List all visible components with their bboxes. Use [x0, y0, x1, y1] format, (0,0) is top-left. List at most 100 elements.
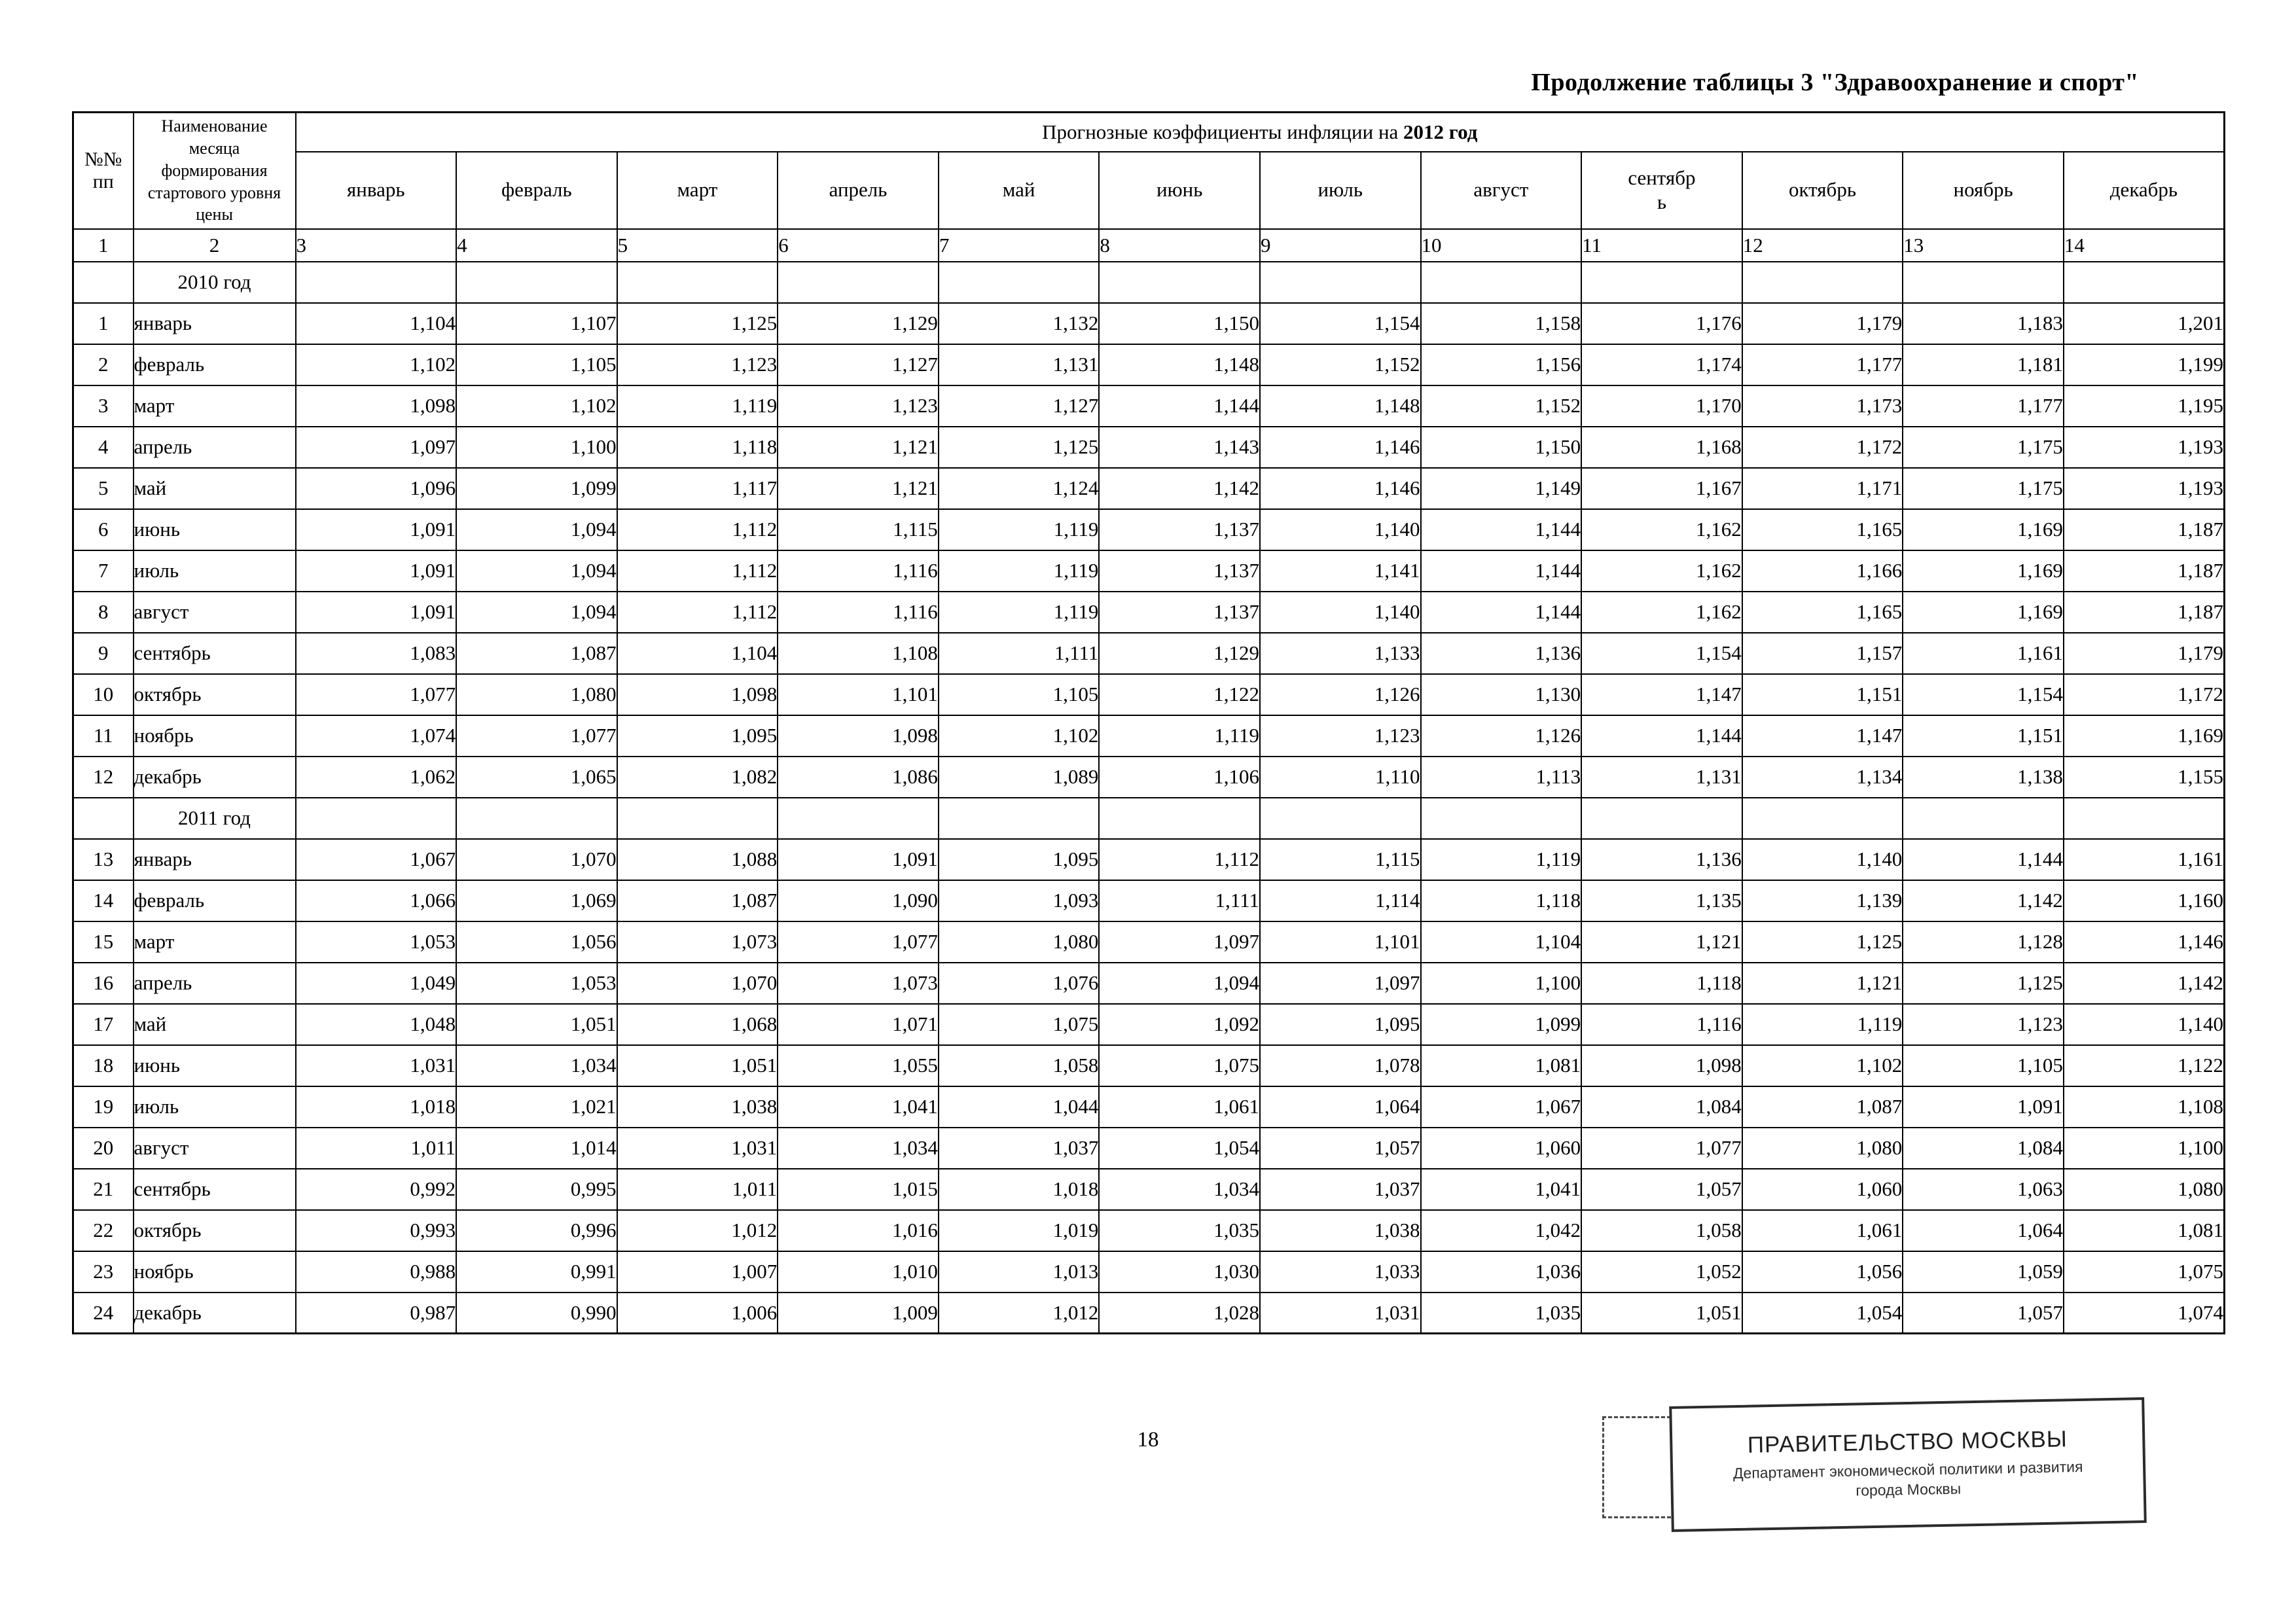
coefficient-value: 1,121 [1581, 920, 1743, 963]
table-row: 11 ноябрь 1,074 1,077 1,095 1,098 1,102 1,119 1,… [72, 714, 2225, 757]
coefficient-value: 1,007 [616, 1250, 779, 1293]
coefficient-value: 1,081 [2062, 1209, 2225, 1252]
coefficient-value: 1,169 [2062, 714, 2225, 757]
inflation-table: №№ пп Наименование месяца формирования с… [72, 111, 2225, 1334]
table-row: 21 сентябрь 0,992 0,995 1,011 1,015 1,018 1,034… [72, 1168, 2225, 1211]
row-number: 23 [72, 1250, 134, 1293]
coefficient-value: 1,150 [1420, 425, 1583, 469]
table-row: 17 май 1,048 1,051 1,068 1,071 1,075 1,092 1,095… [72, 1003, 2225, 1046]
coefficient-value: 1,068 [616, 1003, 779, 1046]
month-name: ноябрь [132, 1250, 296, 1293]
coefficient-value: 1,118 [616, 425, 779, 469]
month-name: декабрь [132, 1291, 296, 1334]
coefficient-value: 1,037 [937, 1126, 1100, 1169]
coefficient-value: 1,112 [616, 590, 779, 633]
table-row: 19 июль 1,018 1,021 1,038 1,041 1,044 1,061 1,06… [72, 1085, 2225, 1128]
column-number-4: 4 [456, 228, 618, 262]
row-number: 22 [72, 1209, 134, 1252]
header-col-month-name: Наименование месяца формирования стартов… [132, 111, 296, 230]
empty-cell [456, 260, 618, 304]
coefficient-value: 1,105 [937, 673, 1100, 716]
coefficient-value: 1,125 [616, 302, 779, 345]
coefficient-value: 1,077 [1581, 1126, 1743, 1169]
coefficient-value: 1,142 [2062, 961, 2225, 1005]
coefficient-value: 1,139 [1741, 879, 1904, 922]
coefficient-value: 1,175 [1902, 425, 2064, 469]
coefficient-value: 1,048 [295, 1003, 457, 1046]
month-name: декабрь [132, 755, 296, 798]
table-row: 3 март 1,098 1,102 1,119 1,123 1,127 1,144 1,148… [72, 384, 2225, 427]
row-number: 18 [72, 1044, 134, 1087]
table-row: 23 ноябрь 0,988 0,991 1,007 1,010 1,013 1,030 1,… [72, 1250, 2225, 1293]
coefficient-value: 1,157 [1741, 632, 1904, 675]
empty-cell [295, 796, 457, 840]
row-number: 17 [72, 1003, 134, 1046]
header-month-2: февраль [456, 151, 618, 230]
coefficient-value: 1,091 [295, 590, 457, 633]
table-row: 7 июль 1,091 1,094 1,112 1,116 1,119 1,137 1,141… [72, 549, 2225, 592]
coefficient-value: 1,092 [1098, 1003, 1261, 1046]
coefficient-value: 1,104 [616, 632, 779, 675]
coefficient-value: 1,083 [295, 632, 457, 675]
table-body: 2010 год 1 январь 1,104 1,107 1,125 1,129 1,132… [72, 260, 2225, 1334]
coefficient-value: 1,124 [937, 467, 1100, 510]
coefficient-value: 1,118 [1581, 961, 1743, 1005]
coefficient-value: 1,012 [616, 1209, 779, 1252]
coefficient-value: 1,077 [456, 714, 618, 757]
month-name: август [132, 1126, 296, 1169]
coefficient-value: 1,059 [1902, 1250, 2064, 1293]
coefficient-value: 1,177 [1741, 343, 1904, 386]
coefficient-value: 1,094 [1098, 961, 1261, 1005]
coefficient-value: 1,080 [1741, 1126, 1904, 1169]
empty-cell [777, 260, 939, 304]
coefficient-value: 1,131 [937, 343, 1100, 386]
month-name: май [132, 1003, 296, 1046]
coefficient-value: 1,125 [1741, 920, 1904, 963]
coefficient-value: 1,129 [777, 302, 939, 345]
table-row: 15 март 1,053 1,056 1,073 1,077 1,080 1,097 1,10… [72, 920, 2225, 963]
coefficient-value: 1,097 [1259, 961, 1422, 1005]
coefficient-value: 1,169 [1902, 508, 2064, 551]
coefficient-value: 1,107 [456, 302, 618, 345]
coefficient-value: 1,099 [1420, 1003, 1583, 1046]
coefficient-value: 1,099 [456, 467, 618, 510]
coefficient-value: 1,060 [1420, 1126, 1583, 1169]
column-number-13: 13 [1902, 228, 2064, 262]
table-row: 24 декабрь 0,987 0,990 1,006 1,009 1,012 1,028 1… [72, 1291, 2225, 1334]
month-name: апрель [132, 961, 296, 1005]
coefficient-value: 1,115 [1259, 838, 1422, 881]
coefficient-value: 1,195 [2062, 384, 2225, 427]
month-name: февраль [132, 343, 296, 386]
coefficient-value: 1,097 [1098, 920, 1261, 963]
year-label: 2011 год [132, 796, 296, 840]
row-number: 3 [72, 384, 134, 427]
coefficient-value: 1,098 [616, 673, 779, 716]
empty-cell [1098, 796, 1261, 840]
column-number-7: 7 [937, 228, 1100, 262]
table-row: 13 январь 1,067 1,070 1,088 1,091 1,095 1,112 1,… [72, 838, 2225, 881]
coefficient-value: 1,084 [1581, 1085, 1743, 1128]
coefficient-value: 1,165 [1741, 508, 1904, 551]
coefficient-value: 1,134 [1741, 755, 1904, 798]
coefficient-value: 1,183 [1902, 302, 2064, 345]
empty-cell [937, 260, 1100, 304]
coefficient-value: 1,061 [1741, 1209, 1904, 1252]
table-row: 5 май 1,096 1,099 1,117 1,121 1,124 1,142 1,146 1… [72, 467, 2225, 510]
coefficient-value: 1,101 [1259, 920, 1422, 963]
coefficient-value: 1,077 [777, 920, 939, 963]
empty-cell [777, 796, 939, 840]
column-number-8: 8 [1098, 228, 1261, 262]
coefficient-value: 1,123 [777, 384, 939, 427]
row-number: 4 [72, 425, 134, 469]
header-month-11: ноябрь [1902, 151, 2064, 230]
coefficient-value: 1,122 [1098, 673, 1261, 716]
page-title: Продолжение таблицы 3 "Здравоохранение и… [1531, 68, 2139, 97]
coefficient-value: 1,149 [1420, 467, 1583, 510]
coefficient-value: 1,143 [1098, 425, 1261, 469]
coefficient-value: 1,156 [1420, 343, 1583, 386]
coefficient-value: 1,172 [1741, 425, 1904, 469]
coefficient-value: 1,151 [1902, 714, 2064, 757]
stamp-dashed-border [1602, 1416, 1700, 1518]
empty-cell [456, 796, 618, 840]
coefficient-value: 1,042 [1420, 1209, 1583, 1252]
